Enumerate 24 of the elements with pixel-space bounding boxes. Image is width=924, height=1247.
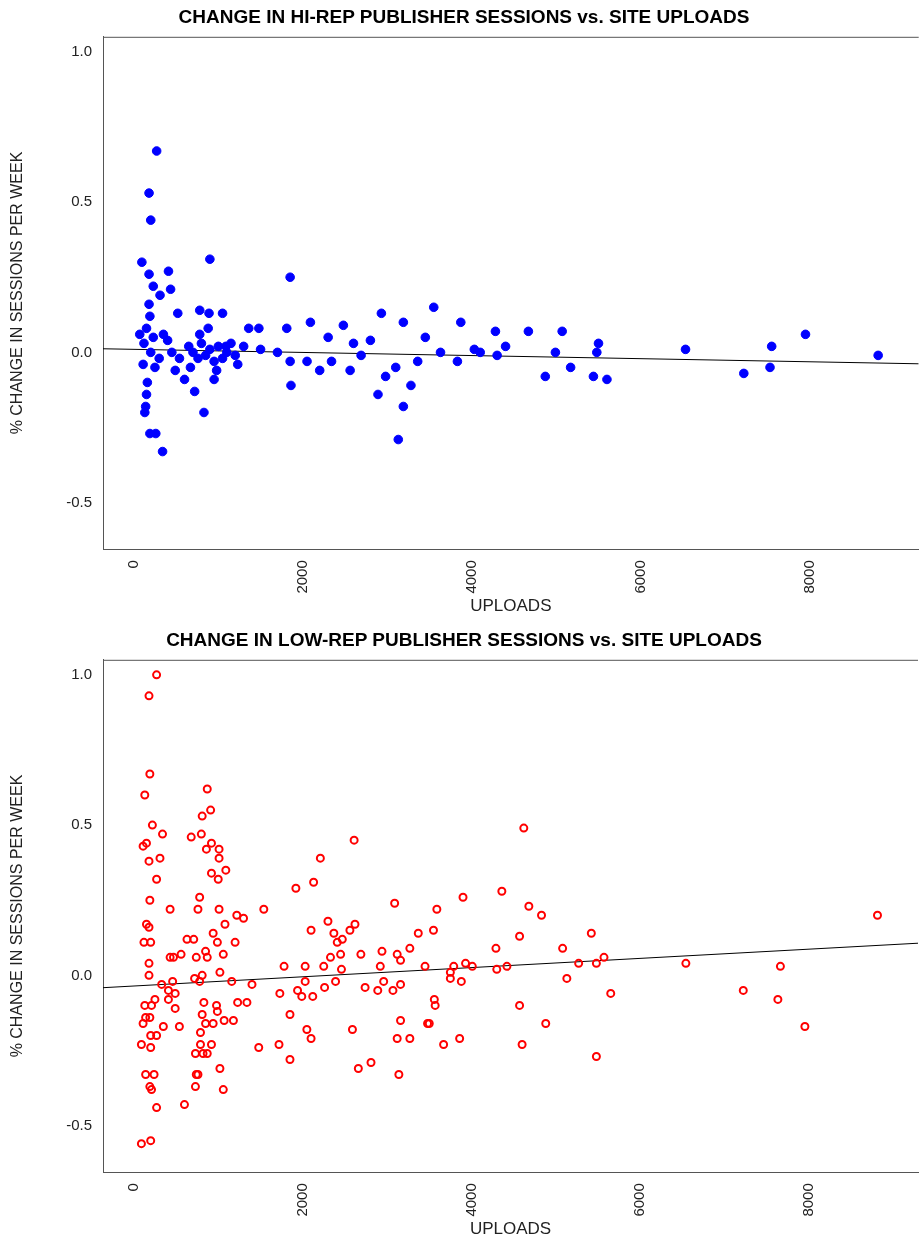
y-tick-label: 1.0: [71, 41, 92, 59]
x-tick-label: 2000: [292, 560, 310, 594]
y-tick-label: 0.5: [71, 192, 92, 210]
x-tick-label: 4000: [461, 560, 479, 594]
chart-title: CHANGE IN HI-REP PUBLISHER SESSIONS vs. SITE UPLOADS: [178, 5, 750, 27]
x-tick-label: 2000: [292, 1183, 310, 1217]
y-tick-label: -0.5: [66, 492, 92, 510]
x-axis-title: UPLOADS: [470, 596, 552, 616]
x-axis-title: UPLOADS: [469, 1219, 552, 1239]
y-tick-label: 0.0: [71, 342, 92, 360]
x-tick-label: 6000: [630, 1183, 648, 1217]
x-tick-label: 8000: [799, 1183, 817, 1217]
y-tick-label: 0.5: [71, 815, 92, 833]
x-tick-label: 0: [123, 1183, 141, 1192]
x-tick-label: 4000: [461, 1183, 479, 1217]
x-tick-label: 8000: [799, 560, 817, 594]
chart-title: CHANGE IN LOW-REP PUBLISHER SESSIONS vs. SITE UPLOADS: [166, 628, 762, 650]
y-axis-title: % CHANGE IN SESSIONS PER WEEK: [8, 774, 26, 1058]
x-tick-label: 0: [123, 560, 141, 569]
y-tick-label: 1.0: [71, 664, 92, 682]
y-tick-label: -0.5: [66, 1115, 92, 1133]
x-tick-label: 6000: [630, 560, 648, 594]
y-axis-title: % CHANGE IN SESSIONS PER WEEK: [8, 151, 26, 435]
y-tick-label: 0.0: [71, 965, 92, 983]
